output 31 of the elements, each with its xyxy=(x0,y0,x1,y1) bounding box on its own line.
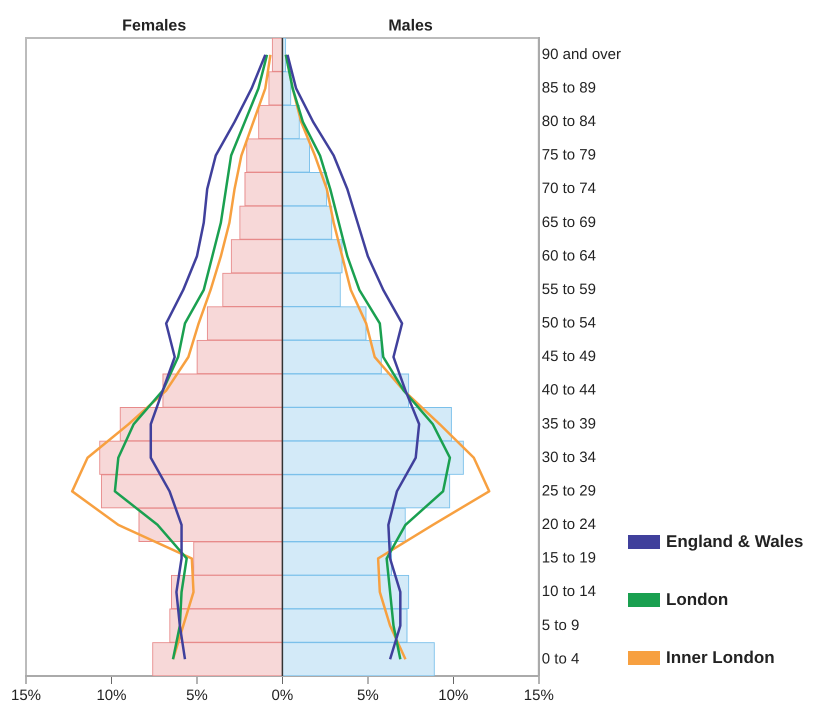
legend-label: England & Wales xyxy=(666,532,804,552)
y-tick-label: 60 to 64 xyxy=(542,247,596,264)
x-tick-label: 15% xyxy=(524,687,554,704)
y-tick-label: 5 to 9 xyxy=(542,616,580,634)
y-tick-label: 55 to 59 xyxy=(542,280,596,298)
y-tick-label: 0 to 4 xyxy=(542,650,580,668)
y-tick-label: 75 to 79 xyxy=(542,146,596,164)
y-tick-label: 10 to 14 xyxy=(542,583,596,600)
y-tick-label: 90 and over xyxy=(542,46,622,63)
y-tick-label: 30 to 34 xyxy=(542,448,596,466)
legend-label: London xyxy=(666,590,728,610)
y-tick-label: 20 to 24 xyxy=(542,516,596,534)
x-tick-label: 5% xyxy=(186,687,208,704)
y-tick-label: 70 to 74 xyxy=(542,180,596,198)
y-tick-label: 80 to 84 xyxy=(542,113,596,130)
y-tick-label: 65 to 69 xyxy=(542,214,596,231)
y-tick-label: 85 to 89 xyxy=(542,80,596,97)
text: Males xyxy=(388,17,433,34)
y-tick-label: 25 to 29 xyxy=(542,482,596,500)
x-tick-label: 10% xyxy=(438,687,468,704)
y-tick-label: 40 to 44 xyxy=(542,382,596,399)
text: Females xyxy=(122,17,186,34)
y-tick-label: 50 to 54 xyxy=(542,314,596,332)
y-tick-label: 45 to 49 xyxy=(542,348,596,366)
y-tick-label: 15 to 19 xyxy=(542,550,596,567)
legend-label: Inner London xyxy=(666,648,775,668)
y-tick-label: 35 to 39 xyxy=(542,415,596,432)
x-tick-label: 15% xyxy=(10,687,42,704)
x-tick-label: 5% xyxy=(357,687,379,704)
x-tick-label: 10% xyxy=(96,687,126,704)
x-tick-label: 0% xyxy=(272,687,294,704)
